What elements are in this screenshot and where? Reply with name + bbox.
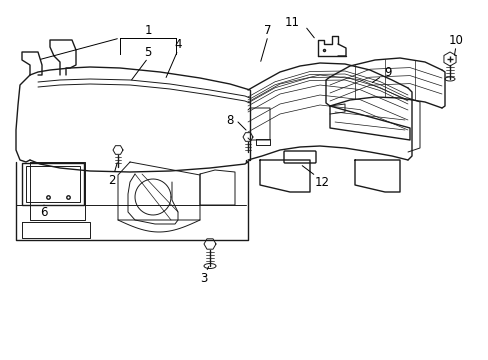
Text: 12: 12 — [314, 176, 329, 189]
Text: 11: 11 — [285, 15, 299, 28]
Text: 9: 9 — [384, 66, 391, 78]
Text: 8: 8 — [226, 113, 233, 126]
Text: 7: 7 — [264, 23, 271, 36]
Text: 1: 1 — [144, 23, 151, 36]
Text: 3: 3 — [200, 271, 207, 284]
Text: 5: 5 — [144, 45, 151, 59]
Text: 6: 6 — [40, 206, 48, 219]
Bar — [22, 163, 84, 205]
Bar — [26, 166, 80, 202]
Text: 2: 2 — [108, 174, 116, 186]
Text: 10: 10 — [447, 33, 463, 46]
Text: 4: 4 — [174, 37, 182, 50]
